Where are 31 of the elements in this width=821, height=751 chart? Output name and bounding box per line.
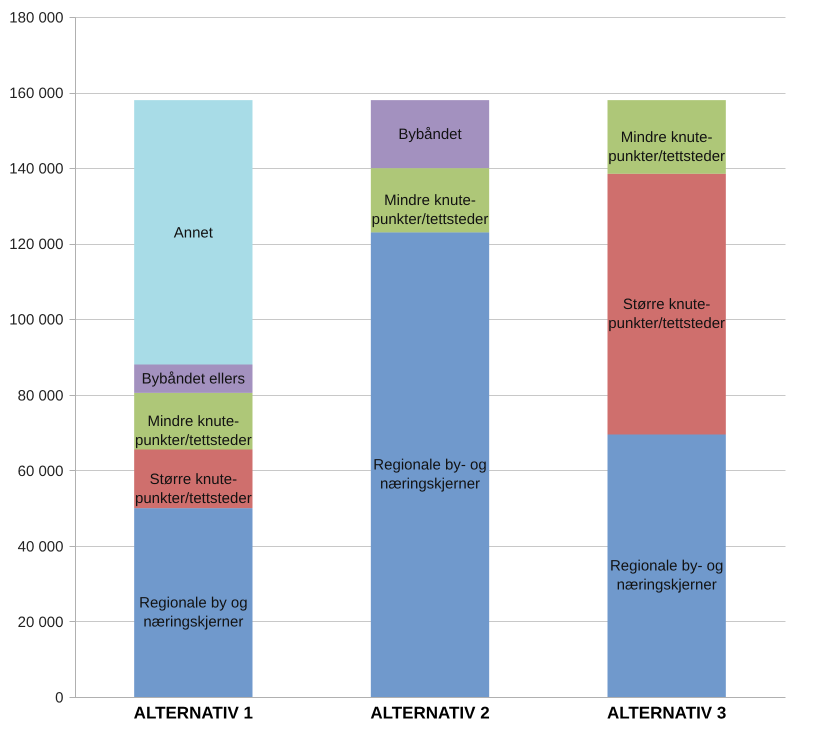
x-tick-label: ALTERNATIV 3 [607, 704, 726, 722]
series-label: Større knute- punkter/tettsteder [608, 296, 726, 332]
y-tick-label: 100 000 [9, 312, 64, 329]
text: Mindre knute- punkter/tettsteder [372, 192, 488, 228]
y-tick-label: 20 000 [18, 614, 64, 631]
y-tick-label: 180 000 [9, 10, 64, 26]
bar [134, 508, 252, 697]
series-label: Mindre knute- punkter/tettsteder [134, 413, 252, 450]
y-tick-label: 60 000 [18, 462, 64, 480]
y-tick-label: 0 [55, 690, 64, 706]
y-tick-label: 40 000 [18, 538, 64, 556]
x-tick-label: ALTERNATIV 2 [370, 704, 490, 722]
x-tick-label: ALTERNATIV 1 [134, 704, 253, 722]
y-tick-label: 120 000 [9, 236, 64, 254]
text: Større knute- punkter/tettsteder [134, 470, 252, 507]
bar [370, 232, 490, 697]
series-label: Annet [174, 224, 214, 242]
series-label: Bybåndet ellers [142, 370, 246, 388]
y-tick-label: 140 000 [9, 160, 64, 178]
bar [370, 100, 490, 168]
text: Regionale by- og næringskjerner [610, 558, 724, 594]
text: Mindre knute- punkter/tettsteder [608, 128, 726, 165]
bar [608, 434, 726, 697]
series-label: Regionale by- og næringskjerner [373, 456, 487, 493]
bar [134, 100, 252, 365]
series-label: Regionale by og næringskjerner [139, 594, 248, 631]
y-tick-label: 160 000 [9, 85, 64, 102]
bar [608, 174, 726, 434]
bar [608, 100, 726, 174]
series-label: Bybåndet [398, 126, 463, 144]
y-tick-label: 80 000 [18, 387, 64, 404]
